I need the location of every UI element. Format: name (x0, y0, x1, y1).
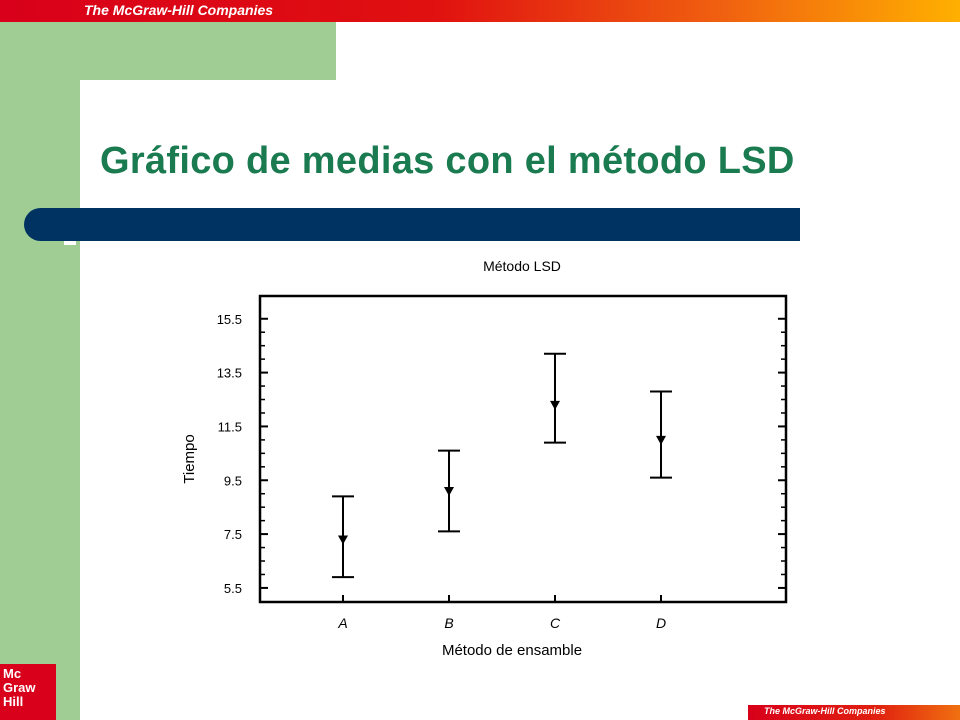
y-axis-label: Tiempo (181, 434, 198, 483)
x-tick-label: C (550, 615, 561, 631)
y-tick-label: 7.5 (224, 527, 242, 542)
logo-line-1: Mc (3, 666, 22, 681)
logo-line-2: Graw (3, 680, 36, 695)
bottom-banner: The McGraw-Hill Companies (748, 705, 960, 720)
lsd-chart: Método LSD 5.5 7.5 9.5 11.5 13.5 15.5 A B C D Mé… (181, 258, 788, 659)
green-decoration-top (0, 22, 336, 80)
slide-title: Gráfico de medias con el método LSD (100, 140, 795, 182)
green-decoration-left (0, 80, 80, 720)
mean-marker (444, 487, 454, 497)
mean-marker (338, 535, 348, 545)
x-tick-label: A (337, 615, 347, 631)
mean-marker (550, 400, 560, 410)
y-tick-label: 13.5 (217, 366, 242, 381)
y-tick-label: 15.5 (217, 312, 242, 327)
title-bar-notch (64, 241, 76, 245)
x-axis-label: Método de ensamble (442, 642, 582, 659)
y-tick-label: 9.5 (224, 473, 242, 488)
x-tick-label: D (656, 615, 666, 631)
chart-title: Método LSD (483, 258, 561, 274)
mean-marker (656, 435, 666, 445)
y-tick-label: 11.5 (218, 419, 242, 434)
y-tick-label: 5.5 (224, 581, 242, 596)
error-bars: A B C D (332, 352, 672, 631)
x-tick-label: B (444, 615, 453, 631)
footer-banner-text: The McGraw-Hill Companies (764, 706, 886, 716)
white-corner-curve (80, 80, 140, 140)
publisher-banner-text: The McGraw-Hill Companies (84, 2, 274, 18)
logo-line-3: Hill (3, 694, 24, 709)
plot-frame (258, 294, 788, 604)
top-banner: The McGraw-Hill Companies (0, 0, 960, 22)
title-underline-bar (24, 208, 800, 241)
y-axis-ticks: 5.5 7.5 9.5 11.5 13.5 15.5 (217, 312, 786, 596)
mcgraw-hill-logo: Mc Graw Hill (0, 664, 56, 720)
